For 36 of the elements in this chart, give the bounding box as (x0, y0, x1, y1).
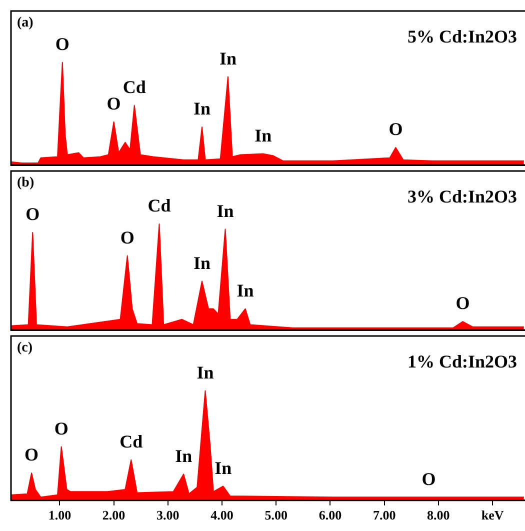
chart-title: (a) (17, 16, 34, 31)
x-tick-label: 3.00 (156, 508, 180, 523)
annotation: In (193, 98, 210, 119)
x-tick-label: 1.00 (48, 508, 72, 523)
x-tick-label: 7.00 (372, 508, 396, 523)
annotation: In (196, 362, 214, 382)
annotation: In (193, 252, 210, 273)
annotation: Cd (120, 432, 143, 452)
annotation: O (55, 34, 70, 54)
annotation: O (54, 418, 68, 438)
annotation: In (216, 200, 234, 221)
annotation: In (236, 280, 254, 300)
annotation: O (422, 468, 436, 489)
annotation: Cd (122, 77, 146, 98)
chart-subtitle: 1% Cd:In2O3 (407, 352, 517, 372)
chart-subtitle: 5% Cd:In2O3 (407, 26, 517, 47)
x-tick-label: 8.00 (427, 508, 450, 523)
chart-subtitle: 3% Cd:In2O3 (407, 186, 517, 207)
annotation: O (120, 227, 134, 248)
annotation: Cd (148, 196, 171, 216)
chart-title: (c) (17, 340, 33, 356)
chart-title: (b) (17, 176, 34, 191)
annotation: In (254, 125, 272, 146)
x-tick-label: 5.00 (264, 508, 288, 523)
x-tick-label: 6.00 (318, 508, 342, 523)
annotation: In (214, 458, 232, 478)
annotation: O (24, 444, 39, 465)
x-tick-label: 2.00 (102, 508, 126, 523)
annotation: O (106, 94, 121, 114)
annotation: O (388, 119, 403, 140)
x-tick-label: 4.00 (210, 508, 234, 523)
annotation: In (175, 446, 192, 466)
annotation: O (456, 293, 470, 314)
annotation: In (219, 48, 236, 68)
annotation: O (26, 204, 40, 224)
x-tick-label: keV (481, 508, 504, 523)
